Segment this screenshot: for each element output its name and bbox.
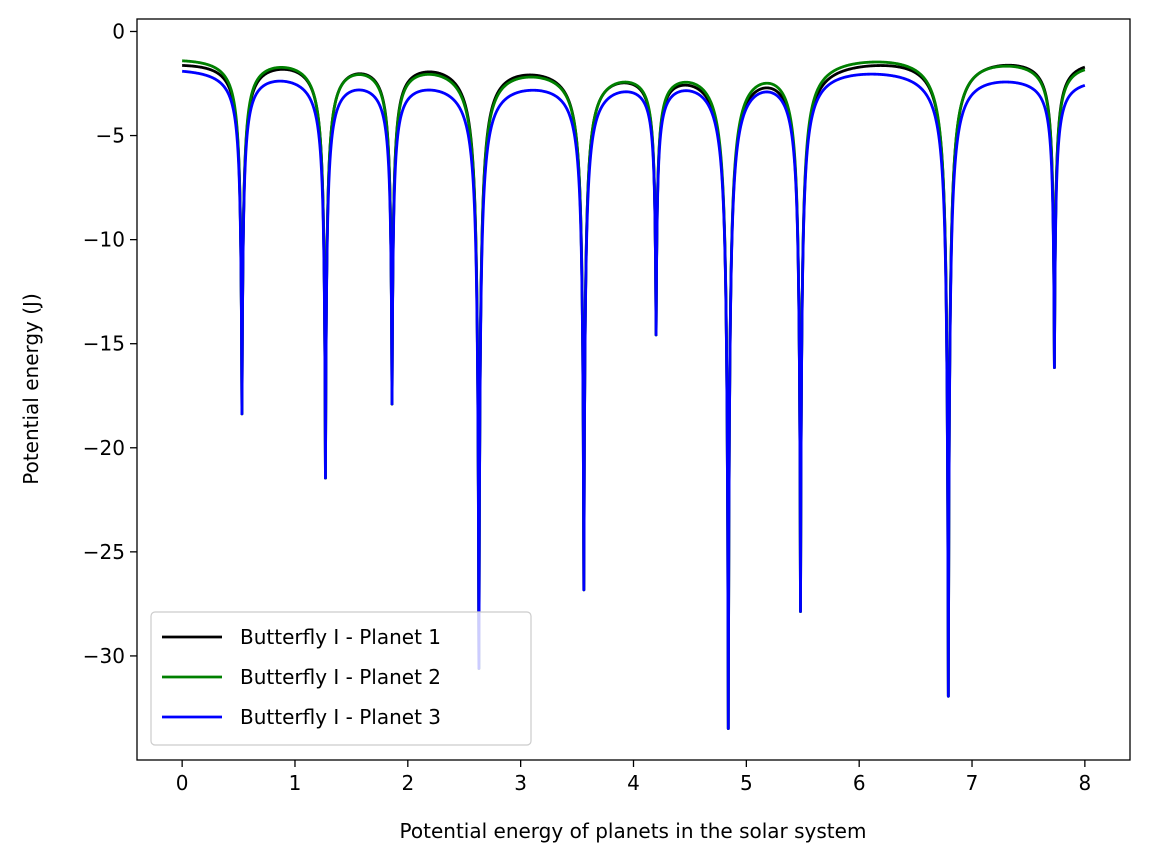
- x-tick-label: 0: [176, 771, 189, 795]
- y-tick-label: −30: [83, 644, 125, 668]
- y-tick-label: 0: [112, 19, 125, 43]
- x-tick-label: 6: [853, 771, 866, 795]
- legend-label: Butterfly I - Planet 3: [240, 705, 441, 729]
- x-tick-label: 1: [289, 771, 302, 795]
- y-axis-label: Potential energy (J): [19, 293, 43, 485]
- series-layer: [181, 56, 1086, 731]
- legend-label: Butterfly I - Planet 1: [240, 625, 441, 649]
- y-tick-label: −25: [83, 540, 125, 564]
- y-tick-label: −15: [83, 332, 125, 356]
- series-line-3: [181, 69, 1086, 730]
- y-axis: 0 −5 −10 −15 −20 −25 −30: [83, 19, 137, 668]
- x-axis-label: Potential energy of planets in the solar…: [400, 819, 867, 843]
- y-tick-label: −5: [96, 124, 125, 148]
- x-axis: 0 1 2 3 4 5 6 7 8: [176, 760, 1091, 795]
- x-tick-label: 2: [401, 771, 414, 795]
- legend-box: [150, 611, 532, 746]
- series-line-2: [181, 59, 1086, 731]
- plot-area: [181, 56, 1086, 731]
- x-tick-label: 5: [740, 771, 753, 795]
- x-tick-label: 4: [627, 771, 640, 795]
- legend-label: Butterfly I - Planet 2: [240, 665, 441, 689]
- x-tick-label: 7: [966, 771, 979, 795]
- y-tick-label: −20: [83, 436, 125, 460]
- x-tick-label: 8: [1078, 771, 1091, 795]
- y-tick-label: −10: [83, 228, 125, 252]
- x-tick-label: 3: [514, 771, 527, 795]
- legend: Butterfly I - Planet 1 Butterfly I - Plan…: [150, 611, 532, 746]
